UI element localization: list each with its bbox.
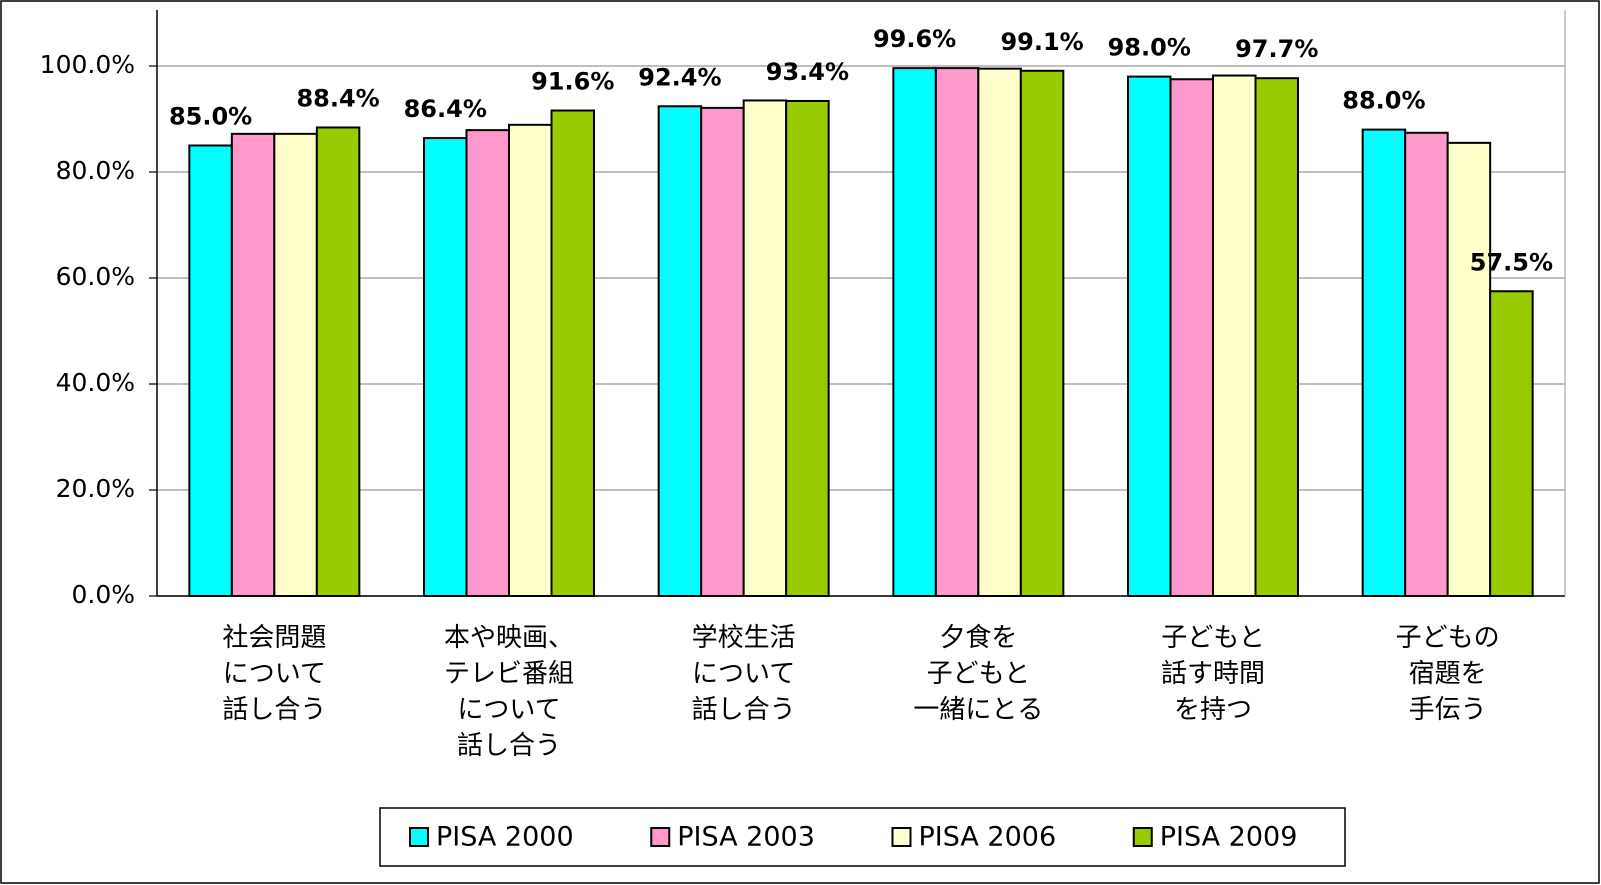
bar: [1361, 128, 1407, 597]
value-label: 97.7%: [1235, 35, 1318, 63]
bar: [977, 67, 1022, 597]
bar: [1212, 74, 1257, 598]
legend-label: PISA 2000: [436, 822, 574, 853]
value-label: 92.4%: [638, 63, 721, 91]
value-label: 88.4%: [296, 84, 379, 112]
y-tick-label: 60.0%: [56, 262, 135, 291]
bar: [742, 99, 788, 597]
x-tick-label: 学校生活 について 話し合う: [691, 623, 796, 725]
bar: [1404, 131, 1449, 597]
value-label: 98.0%: [1108, 34, 1191, 62]
bar: [657, 105, 703, 597]
bar: [1127, 75, 1172, 598]
plot-area: [157, 10, 1565, 596]
x-tick-label: 本や映画、 テレビ番組 について 話し合う: [443, 623, 574, 761]
y-tick-label: 20.0%: [56, 474, 135, 503]
bar: [1446, 141, 1492, 597]
value-label: 99.6%: [873, 25, 956, 53]
value-label: 99.1%: [1000, 28, 1083, 56]
bar: [423, 137, 468, 598]
x-tick-label: 子どもの 宿題を 手伝う: [1395, 623, 1500, 725]
bar: [1254, 77, 1299, 597]
bar: [230, 132, 276, 597]
bar: [934, 67, 980, 598]
bar: [550, 109, 595, 598]
x-tick-label: 子どもと 話す時間 を持つ: [1160, 623, 1265, 725]
bar: [1169, 78, 1214, 597]
legend-swatch: [409, 827, 429, 847]
legend-label: PISA 2006: [919, 822, 1057, 853]
legend-swatch: [891, 827, 912, 847]
bar: [785, 99, 830, 597]
bar: [465, 129, 510, 597]
value-label: 93.4%: [766, 58, 849, 86]
bar: [508, 123, 553, 598]
x-tick-label: 夕食を 子どもと 一緒にとる: [913, 623, 1044, 725]
y-tick-label: 100.0%: [40, 50, 135, 79]
value-label: 88.0%: [1342, 87, 1425, 115]
legend-swatch: [650, 827, 671, 847]
y-tick-label: 0.0%: [71, 580, 135, 609]
x-tick-label: 社会問題 について 話し合う: [222, 623, 327, 725]
legend-label: PISA 2009: [1160, 822, 1298, 853]
y-tick-label: 40.0%: [56, 368, 135, 397]
value-label: 85.0%: [169, 103, 252, 131]
value-label: 86.4%: [404, 95, 487, 123]
value-label: 57.5%: [1470, 248, 1553, 276]
bar: [273, 132, 318, 597]
bar: [700, 106, 745, 598]
legend-swatch: [1132, 827, 1153, 847]
bar: [892, 67, 937, 598]
y-tick-label: 80.0%: [56, 156, 135, 185]
bar: [315, 126, 361, 597]
value-label: 91.6%: [531, 68, 614, 96]
legend: [379, 807, 1346, 867]
bar: [188, 144, 233, 597]
bar: [1489, 290, 1534, 597]
bar: [1019, 69, 1065, 597]
legend-label: PISA 2003: [677, 822, 815, 853]
